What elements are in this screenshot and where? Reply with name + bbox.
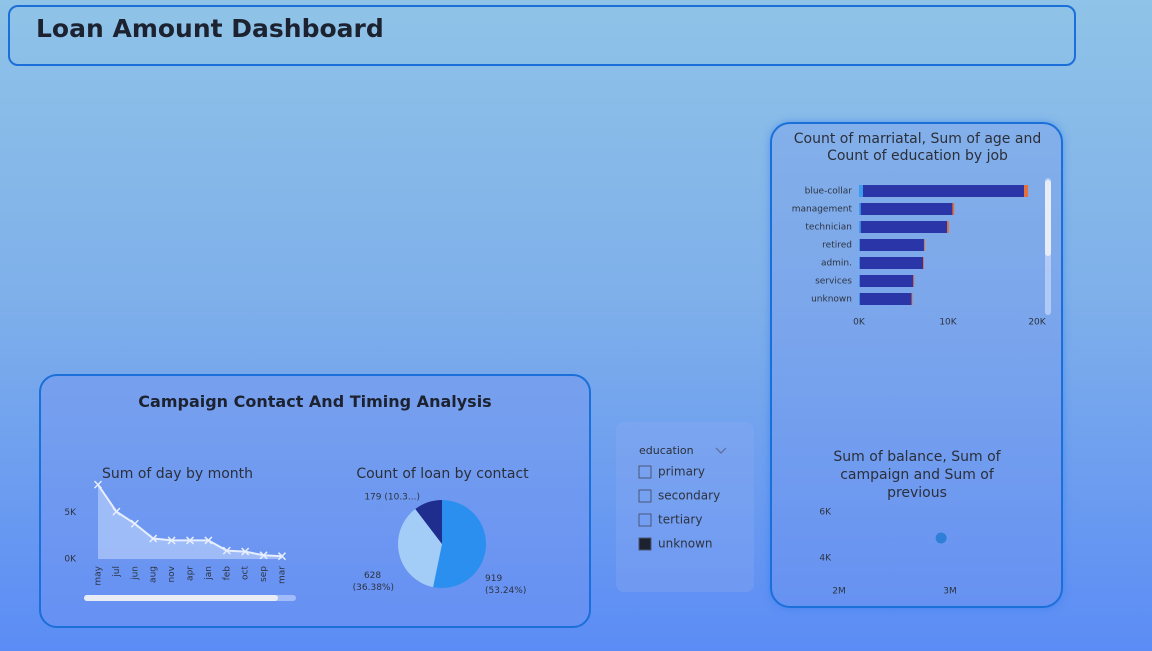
- bar-segment: [859, 257, 924, 269]
- chart-title: Sum of day by month: [101, 466, 254, 482]
- slicer-item[interactable]: primary: [658, 465, 705, 479]
- x-tick-label: mar: [278, 566, 288, 584]
- bar-segment: [860, 221, 948, 233]
- x-tick-label: jan: [204, 566, 214, 581]
- marker: [241, 547, 250, 556]
- checkbox[interactable]: [638, 537, 652, 551]
- bar-segment: [859, 257, 860, 269]
- slicer-title: education: [639, 444, 694, 457]
- y-tick-label: admin.: [821, 259, 852, 269]
- y-tick-label: 4K: [819, 554, 832, 564]
- x-tick-label: feb: [222, 566, 232, 581]
- marker: [149, 534, 158, 543]
- marker: [277, 552, 287, 561]
- bar-segment: [911, 293, 913, 305]
- chevron[interactable]: [715, 447, 727, 454]
- bar-segment: [859, 221, 861, 233]
- x-tick-label: may: [94, 565, 104, 585]
- x-tick-label: jun: [130, 566, 140, 581]
- pie-slice: [415, 500, 442, 544]
- bar-segment: [859, 185, 864, 197]
- y-tick-label: 0K: [64, 555, 77, 565]
- marker: [112, 507, 121, 516]
- marker: [167, 536, 176, 545]
- x-tick-label: 20K: [1028, 318, 1046, 328]
- x-tick-label: sep: [259, 566, 269, 582]
- x-tick-label: aug: [149, 566, 159, 583]
- chart-title: Sum of balance, Sum of campaign and Sum …: [833, 449, 1001, 501]
- slicer-item[interactable]: unknown: [658, 537, 713, 551]
- bar-segment: [923, 239, 925, 251]
- checkbox[interactable]: [638, 465, 652, 479]
- marker: [259, 551, 268, 560]
- x-tick-label: jul: [112, 566, 122, 578]
- x-tick-label: 10K: [939, 318, 957, 328]
- panel-title: Campaign Contact And Timing Analysis: [138, 392, 492, 411]
- chart-title: Count of loan by contact: [356, 466, 529, 482]
- checkbox[interactable]: [638, 513, 652, 527]
- campaign-panel: [39, 374, 591, 628]
- scrollbar-thumb: [1045, 180, 1051, 256]
- marker: [185, 536, 195, 545]
- y-tick-label: unknown: [811, 295, 852, 305]
- bar-segment: [947, 221, 949, 233]
- data-label: 179 (10.3...): [364, 493, 420, 503]
- marker: [222, 546, 231, 555]
- marker: [130, 519, 139, 528]
- slicer-item[interactable]: secondary: [658, 489, 720, 503]
- x-tick-label: apr: [186, 566, 196, 581]
- bar-segment: [859, 275, 914, 287]
- bar-segment: [913, 275, 915, 287]
- bar-segment: [1024, 185, 1029, 197]
- marker: [93, 480, 103, 489]
- y-tick-label: 6K: [819, 508, 832, 518]
- bar-segment: [859, 203, 861, 215]
- dashboard-title: Loan Amount Dashboard: [36, 14, 384, 43]
- slicer-item[interactable]: tertiary: [658, 513, 702, 527]
- pie-slice: [398, 509, 442, 588]
- x-tick-label: oct: [241, 566, 251, 580]
- bar-segment: [863, 185, 1025, 197]
- header-box: [8, 5, 1076, 66]
- x-tick-label: 3M: [943, 587, 957, 597]
- bar-segment: [859, 239, 924, 251]
- x-tick-label: 0K: [853, 318, 866, 328]
- scrollbar-thumb: [84, 595, 278, 601]
- bar-segment: [952, 203, 955, 215]
- x-tick-label: nov: [167, 565, 177, 582]
- bar-segment: [859, 275, 860, 287]
- y-tick-label: technician: [805, 223, 852, 233]
- y-tick-label: management: [792, 205, 853, 215]
- point: [935, 532, 947, 544]
- slicer-panel: [616, 422, 754, 592]
- data-label: 628 (36.38%): [353, 571, 394, 593]
- bar-segment: [859, 293, 912, 305]
- bar-segment: [859, 239, 860, 251]
- y-tick-label: 5K: [64, 508, 77, 518]
- y-tick-label: retired: [822, 241, 852, 251]
- bar-segment: [859, 293, 860, 305]
- data-label: 919 (53.24%): [485, 574, 526, 596]
- y-tick-label: services: [815, 277, 852, 287]
- chart-title: Count of marriatal, Sum of age and Count…: [793, 131, 1042, 164]
- x-tick-label: 2M: [832, 587, 846, 597]
- pie-slice: [433, 500, 487, 589]
- area: [98, 484, 282, 559]
- y-tick-label: blue-collar: [805, 187, 853, 197]
- bar-segment: [923, 257, 924, 269]
- checkbox[interactable]: [638, 489, 652, 503]
- bar-segment: [860, 203, 953, 215]
- marker: [204, 536, 213, 545]
